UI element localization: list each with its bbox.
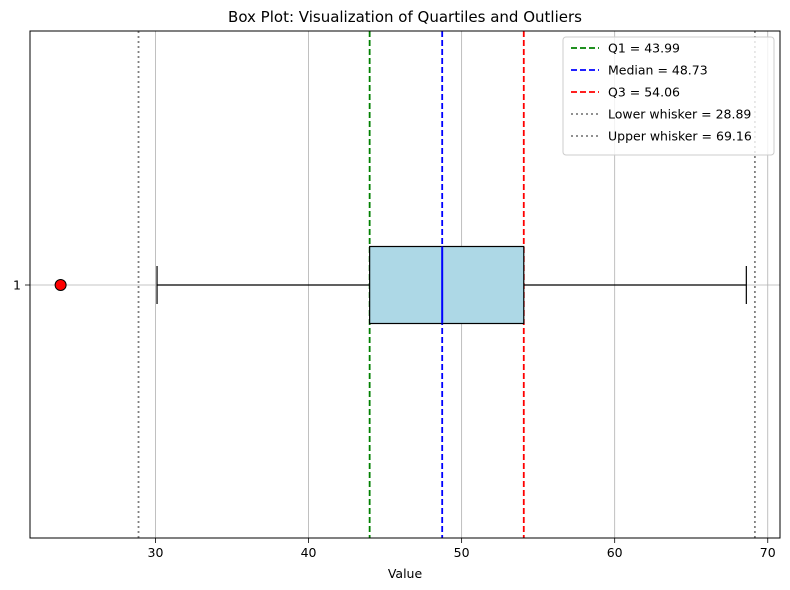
interquartile-box bbox=[369, 245, 525, 325]
y-tick-label: 1 bbox=[13, 278, 21, 293]
x-tick-label: 30 bbox=[148, 545, 164, 560]
legend-entry-label: Q1 = 43.99 bbox=[608, 41, 680, 56]
x-tick-label: 50 bbox=[454, 545, 470, 560]
legend-entry-label: Q3 = 54.06 bbox=[608, 85, 680, 100]
x-tick-label: 60 bbox=[607, 545, 623, 560]
y-axis-ticks: 1 bbox=[13, 278, 30, 293]
legend: Q1 = 43.99 Median = 48.73 Q3 = 54.06 Lower … bbox=[562, 36, 775, 156]
chart-title: Box Plot: Visualization of Quartiles and… bbox=[228, 8, 582, 26]
legend-entry-label: Upper whisker = 69.16 bbox=[608, 129, 752, 144]
plot-frame bbox=[29, 30, 781, 539]
outlier-point bbox=[54, 279, 67, 291]
legend-entry-label: Median = 48.73 bbox=[608, 63, 708, 78]
x-tick-label: 70 bbox=[760, 545, 776, 560]
x-axis-ticks: 30 40 50 60 70 bbox=[148, 538, 776, 560]
x-tick-label: 40 bbox=[301, 545, 317, 560]
legend-box bbox=[562, 36, 775, 156]
x-axis-label: Value bbox=[388, 566, 423, 581]
legend-entry-label: Lower whisker = 28.89 bbox=[608, 107, 751, 122]
box-plot bbox=[54, 245, 747, 325]
